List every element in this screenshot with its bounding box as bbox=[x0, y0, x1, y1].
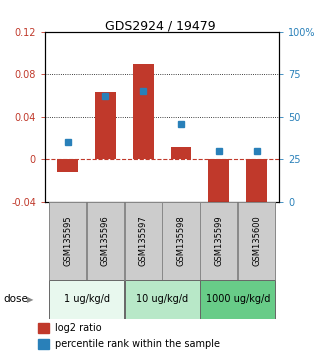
Text: 10 ug/kg/d: 10 ug/kg/d bbox=[136, 294, 188, 304]
Bar bbox=[125, 202, 162, 280]
Text: 1000 ug/kg/d: 1000 ug/kg/d bbox=[205, 294, 270, 304]
Bar bbox=[38, 339, 49, 349]
Bar bbox=[125, 280, 200, 319]
Text: ▶: ▶ bbox=[27, 295, 34, 304]
Bar bbox=[208, 159, 229, 215]
Bar bbox=[200, 280, 275, 319]
Text: GSM135596: GSM135596 bbox=[101, 215, 110, 266]
Bar bbox=[238, 202, 275, 280]
Bar bbox=[95, 92, 116, 159]
Text: log2 ratio: log2 ratio bbox=[55, 323, 101, 333]
Bar bbox=[246, 159, 267, 206]
Bar bbox=[57, 159, 78, 172]
Text: GSM135595: GSM135595 bbox=[63, 215, 72, 266]
Text: GSM135598: GSM135598 bbox=[177, 215, 186, 266]
Bar bbox=[38, 323, 49, 333]
Text: 1 ug/kg/d: 1 ug/kg/d bbox=[64, 294, 109, 304]
Text: GSM135600: GSM135600 bbox=[252, 215, 261, 266]
Bar bbox=[133, 64, 154, 159]
Bar bbox=[49, 280, 124, 319]
Text: GSM135599: GSM135599 bbox=[214, 215, 223, 266]
Text: GSM135597: GSM135597 bbox=[139, 215, 148, 266]
Text: GDS2924 / 19479: GDS2924 / 19479 bbox=[105, 19, 216, 33]
Bar bbox=[200, 202, 237, 280]
Bar bbox=[162, 202, 200, 280]
Bar bbox=[87, 202, 124, 280]
Text: percentile rank within the sample: percentile rank within the sample bbox=[55, 339, 220, 349]
Bar bbox=[170, 147, 191, 159]
Bar bbox=[49, 202, 86, 280]
Text: dose: dose bbox=[3, 294, 28, 304]
